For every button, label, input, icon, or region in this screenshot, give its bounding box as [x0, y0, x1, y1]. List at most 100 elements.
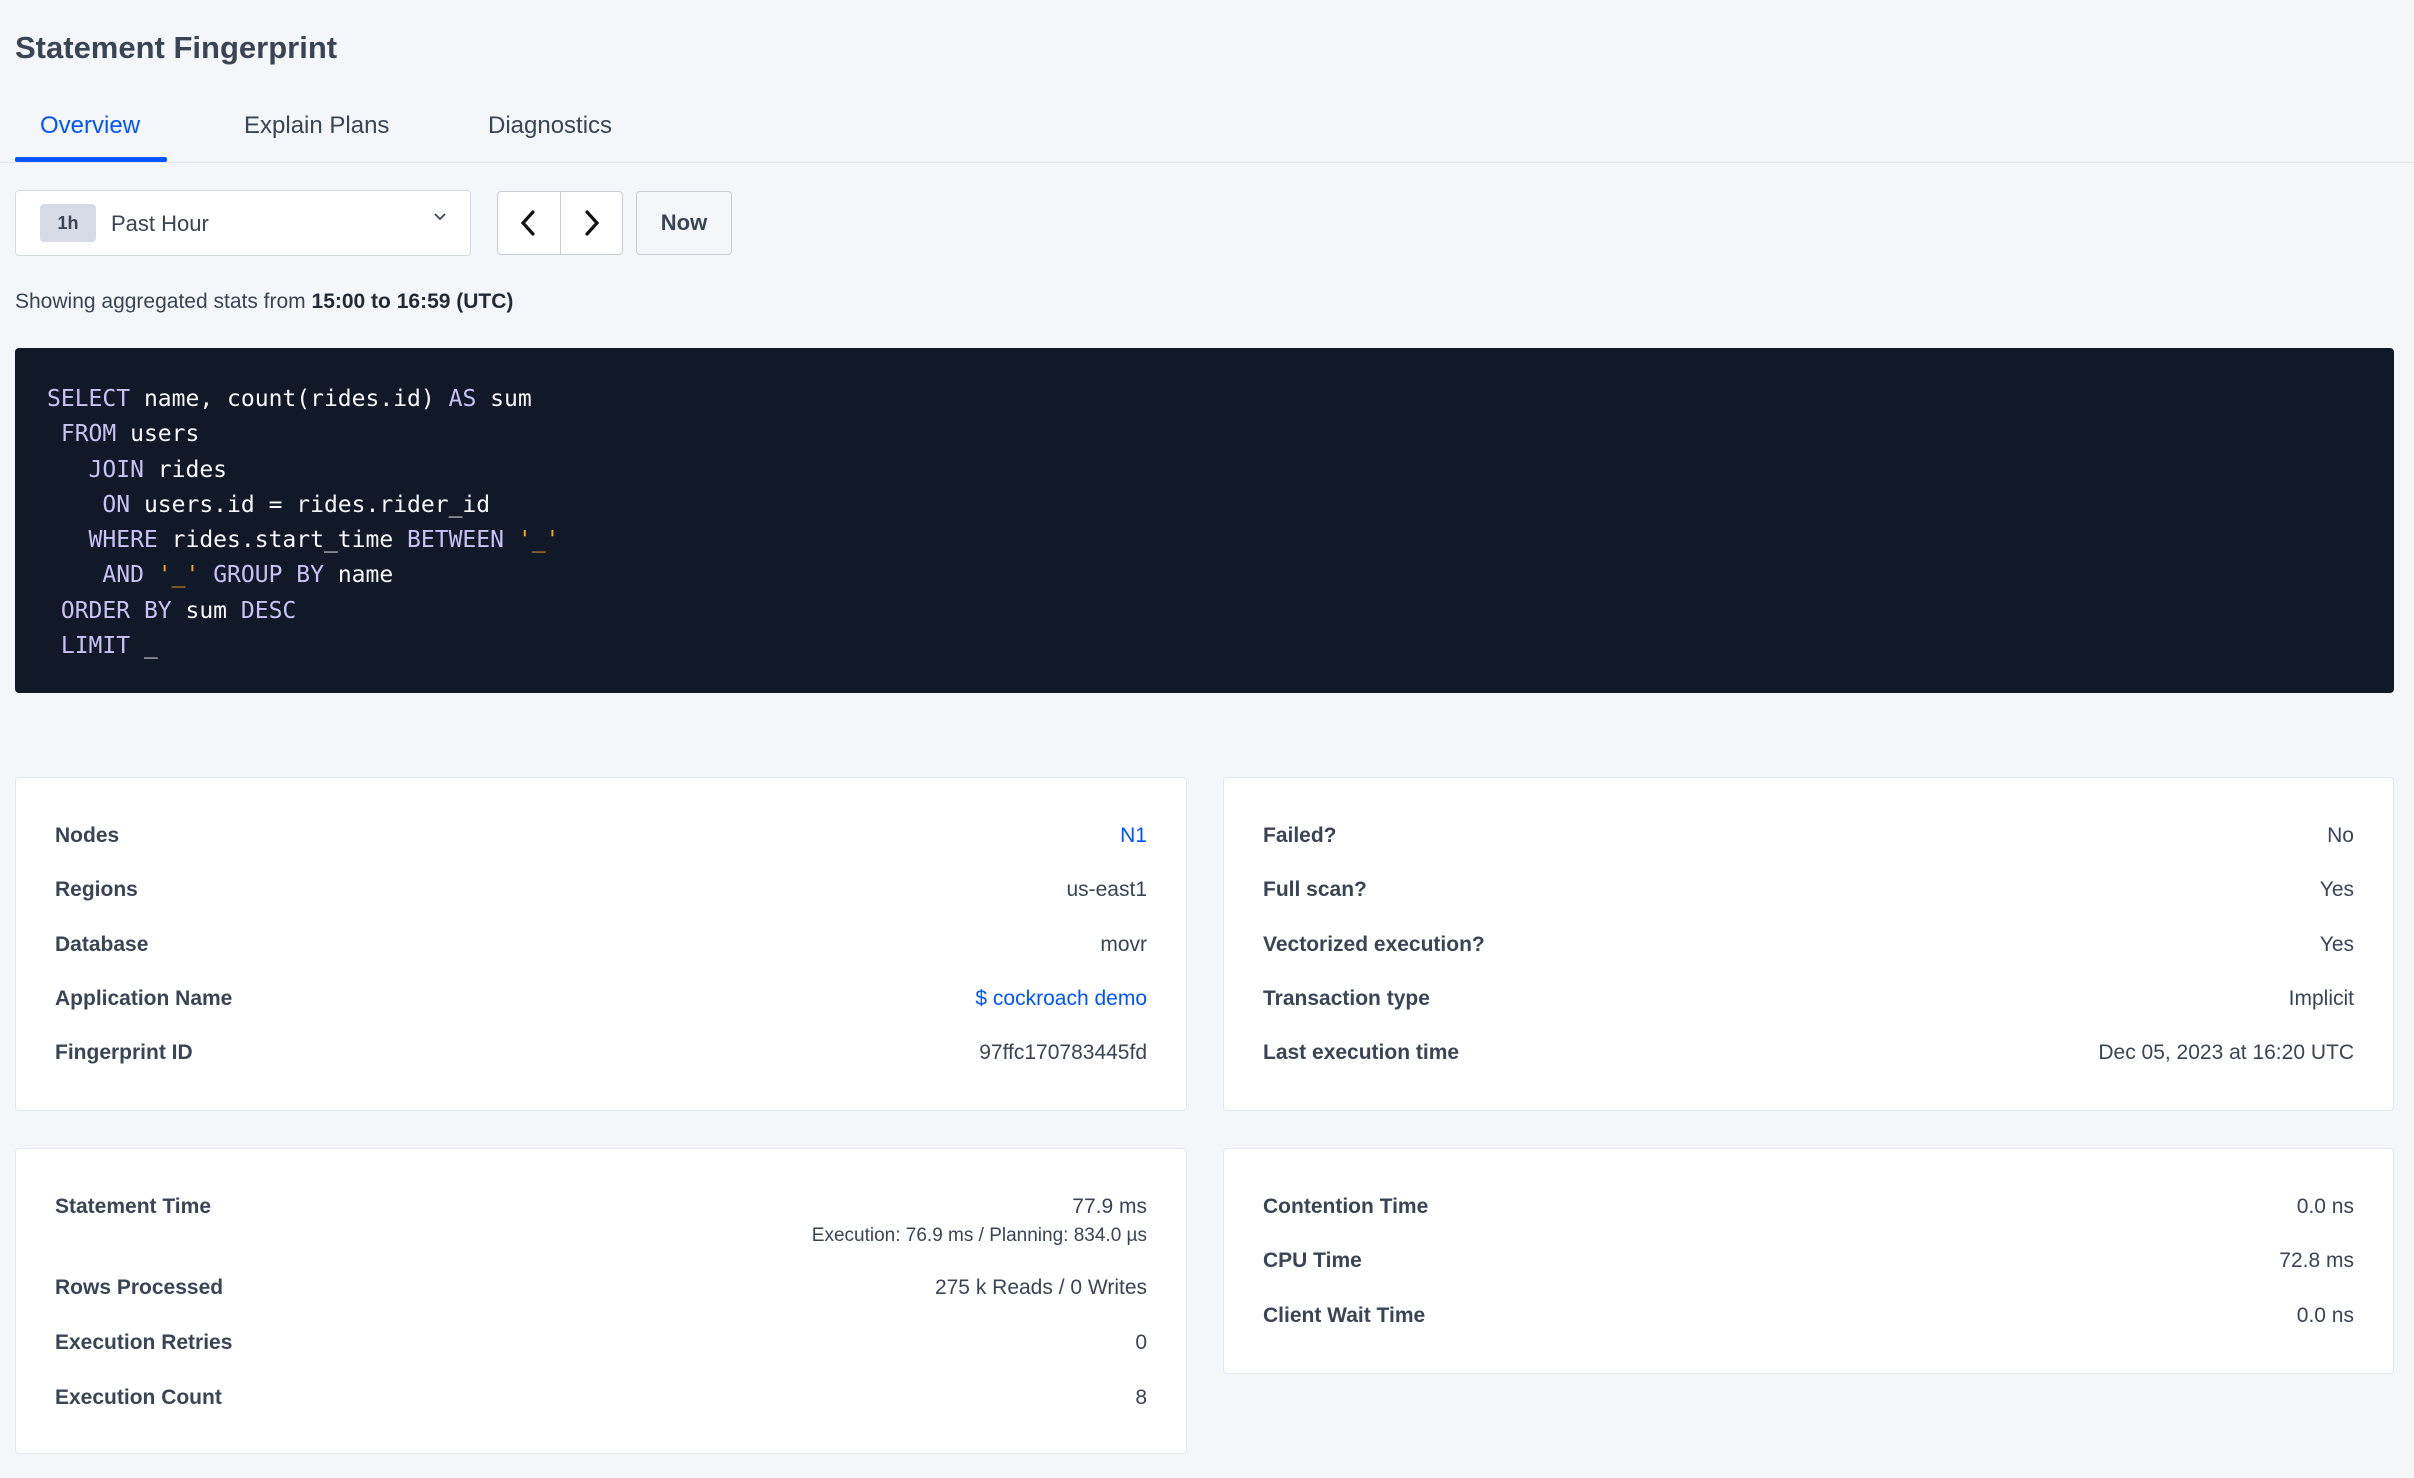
time-range-badge: 1h [40, 204, 96, 242]
rows-processed-value: 275 k Reads / 0 Writes [934, 1276, 1147, 1299]
last-execution-time-label: Last execution time [1263, 1041, 1460, 1064]
statement-time-value: 77.9 ms [1072, 1195, 1147, 1218]
transaction-type-label: Transaction type [1263, 987, 1430, 1010]
sql-line: ORDER BY sum DESC [47, 594, 2394, 629]
time-nav-group [497, 191, 623, 255]
sql-text [47, 457, 89, 483]
range-prefix: Showing aggregated stats from [15, 290, 312, 313]
vectorized-execution-label: Vectorized execution? [1263, 933, 1485, 956]
stats-card-left: Statement Time 77.9 ms Execution: 76.9 ms … [15, 1148, 1187, 1454]
sql-text: users.id = rides.rider_id [130, 491, 491, 518]
client-wait-time-value: 0.0 ns [2296, 1304, 2354, 1327]
sql-text: sum [476, 386, 532, 412]
failed-label: Failed? [1263, 824, 1337, 847]
sql-line: JOIN rides [47, 453, 2394, 488]
sql-text: sum [171, 597, 241, 624]
execution-count-value: 8 [1135, 1386, 1147, 1409]
regions-label: Regions [55, 878, 138, 901]
time-range-dropdown[interactable]: 1h Past Hour [15, 190, 471, 256]
sql-line: FROM users [47, 417, 2394, 452]
tab-bar: Overview Explain Plans Diagnostics [0, 100, 2414, 163]
sql-line: WHERE rides.start_time BETWEEN '_' [47, 523, 2394, 558]
client-wait-time-label: Client Wait Time [1263, 1304, 1426, 1327]
sql-text: users [116, 421, 200, 448]
sql-keyword: AS [448, 386, 477, 412]
regions-value: us-east1 [1066, 878, 1147, 901]
contention-time-label: Contention Time [1263, 1195, 1429, 1218]
sql-text: name [323, 562, 394, 589]
sql-line: LIMIT _ [47, 629, 2394, 664]
sql-text: rides.start_time [157, 527, 408, 554]
sql-string: '_' [157, 562, 200, 589]
execution-retries-label: Execution Retries [55, 1331, 233, 1354]
statement-time-label: Statement Time [55, 1195, 211, 1218]
tab-overview[interactable]: Overview [40, 112, 141, 139]
sql-keyword: AND [102, 562, 144, 589]
chevron-right-icon [585, 210, 600, 236]
application-name-label: Application Name [55, 987, 233, 1010]
tab-diagnostics[interactable]: Diagnostics [488, 112, 613, 139]
cpu-time-value: 72.8 ms [2279, 1249, 2354, 1272]
vectorized-execution-value: Yes [2319, 933, 2354, 956]
last-execution-time-value: Dec 05, 2023 at 16:20 UTC [2098, 1041, 2354, 1064]
full-scan-label: Full scan? [1263, 878, 1367, 901]
stats-card-right: Contention Time 0.0 ns CPU Time 72.8 ms Clie… [1223, 1148, 2394, 1374]
full-scan-value: Yes [2319, 878, 2354, 901]
sql-statement-block: SELECT name, count(rides.id) AS sum FROM… [15, 348, 2394, 693]
fingerprint-id-label: Fingerprint ID [55, 1041, 193, 1064]
range-value: 15:00 to 16:59 (UTC) [311, 290, 514, 313]
next-time-button[interactable] [559, 192, 623, 254]
execution-retries-value: 0 [1135, 1331, 1147, 1354]
sql-string: '_' [517, 527, 560, 554]
sql-text: name, count(rides.id) [130, 386, 449, 412]
page-title: Statement Fingerprint [15, 30, 338, 65]
tab-explain-plans[interactable]: Explain Plans [244, 112, 390, 139]
overview-card-right: Failed? No Full scan? Yes Vectorized executi… [1223, 777, 2394, 1111]
sql-text [47, 562, 102, 588]
previous-time-button[interactable] [498, 192, 560, 254]
sql-keyword: ORDER BY [60, 597, 172, 624]
rows-processed-label: Rows Processed [55, 1276, 224, 1299]
aggregation-range-text: Showing aggregated stats from 15:00 to 1… [15, 290, 513, 314]
statement-time-breakdown: Execution: 76.9 ms / Planning: 834.0 µs [811, 1225, 1147, 1246]
execution-count-label: Execution Count [55, 1386, 222, 1409]
sql-keyword: GROUP BY [213, 562, 324, 589]
contention-time-value: 0.0 ns [2296, 1195, 2354, 1218]
sql-line: AND '_' GROUP BY name [47, 558, 2394, 593]
sql-keyword: BETWEEN [407, 527, 504, 554]
sql-line: SELECT name, count(rides.id) AS sum [47, 382, 2394, 417]
overview-card-left: Nodes N1 Regions us-east1 Database movr Applic… [15, 777, 1187, 1111]
sql-text [47, 421, 61, 447]
sql-text: rides [143, 456, 228, 483]
sql-text [144, 562, 158, 588]
cpu-time-label: CPU Time [1263, 1249, 1362, 1272]
active-tab-indicator [15, 157, 167, 162]
sql-keyword: WHERE [88, 527, 158, 554]
sql-keyword: DESC [240, 597, 297, 624]
failed-value: No [2327, 824, 2354, 847]
sql-keyword: LIMIT [60, 633, 131, 660]
sql-line: ON users.id = rides.rider_id [47, 488, 2394, 523]
chevron-down-icon [434, 213, 446, 221]
application-name-value[interactable]: $ cockroach demo [975, 987, 1147, 1010]
sql-keyword: ON [102, 491, 131, 518]
sql-text [47, 598, 61, 624]
fingerprint-id-value: 97ffc170783445fd [979, 1041, 1147, 1064]
nodes-label: Nodes [55, 824, 120, 847]
sql-text [47, 492, 102, 518]
sql-text [504, 527, 518, 553]
sql-text: _ [130, 633, 158, 660]
sql-text [47, 633, 61, 659]
sql-text [199, 562, 213, 588]
transaction-type-value: Implicit [2288, 987, 2354, 1010]
sql-keyword: SELECT [47, 386, 131, 412]
database-value: movr [1100, 933, 1147, 956]
now-button[interactable]: Now [636, 191, 732, 255]
database-label: Database [55, 933, 149, 956]
chevron-left-icon [520, 210, 535, 236]
time-range-selected: Past Hour [111, 211, 209, 236]
sql-keyword: JOIN [88, 456, 144, 483]
sql-keyword: FROM [60, 421, 117, 448]
sql-text [47, 527, 89, 553]
nodes-value[interactable]: N1 [1120, 824, 1147, 847]
